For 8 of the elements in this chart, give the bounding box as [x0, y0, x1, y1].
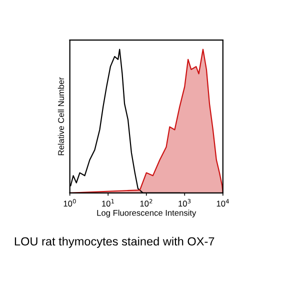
x-tick-label: 10$^{3}$	[178, 198, 191, 207]
x-tick-label: 10$^{4}$	[216, 199, 229, 207]
x-tick-label: 10$^{2}$	[140, 198, 152, 207]
x-axis-title: Log Fluorescence Intensity	[97, 210, 196, 218]
y-axis-title: Relative Cell Number	[58, 77, 64, 156]
text: LOU rat thymocytes stained with OX-7	[14, 236, 214, 248]
x-tick-label: 10$^{1}$	[102, 199, 114, 207]
x-tick-label: 10$^{0}$	[64, 198, 76, 207]
